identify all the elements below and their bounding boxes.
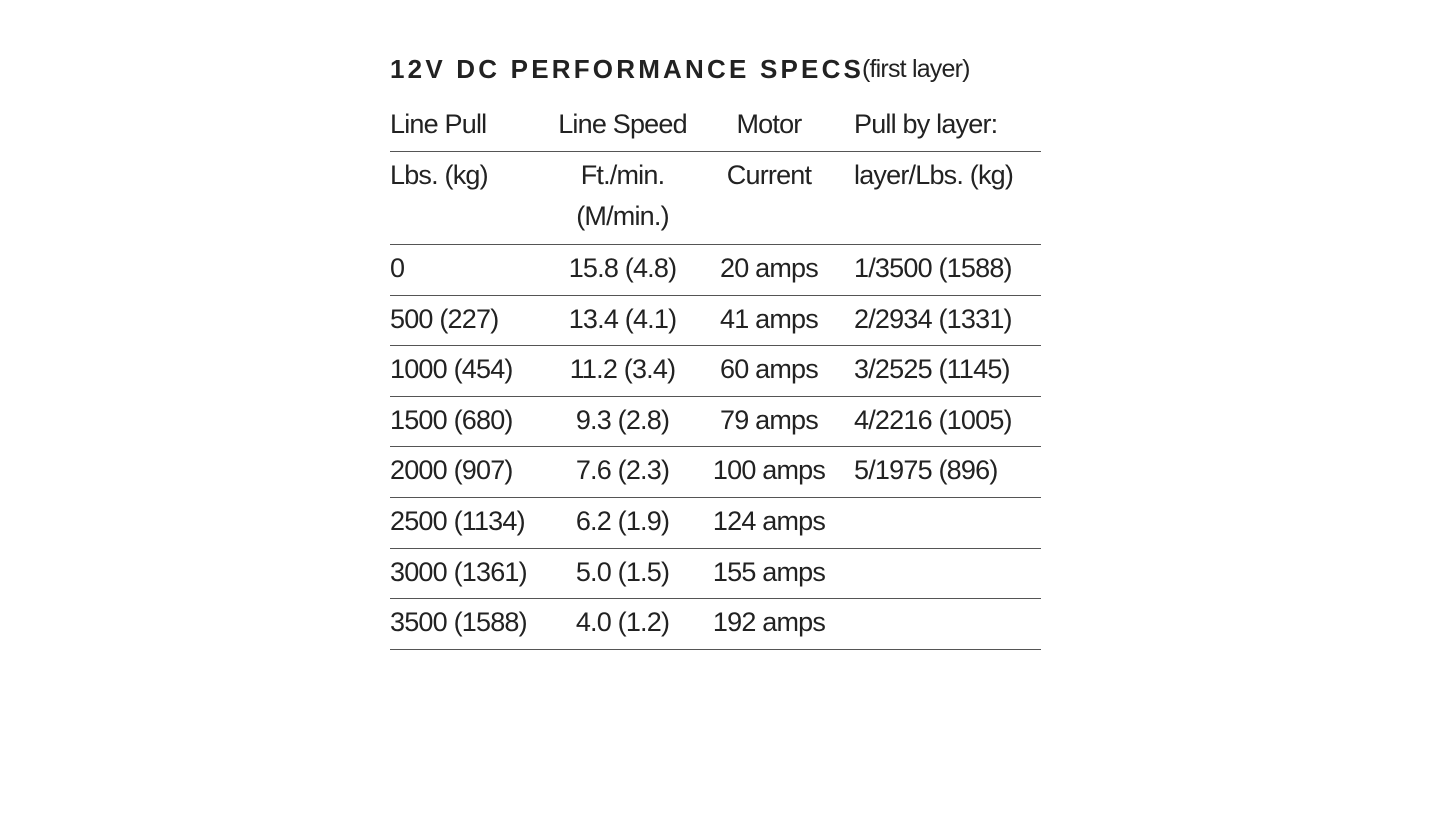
table-cell: 2000 (907) <box>390 455 513 486</box>
table-cell: 3000 (1361) <box>390 556 528 587</box>
header-row: Lbs. (kg) Ft./min. (M/min.) Current layer/L… <box>390 152 1041 245</box>
table-cell: 3500 (1588) <box>390 607 528 638</box>
table-cell: 5/1975 (896) <box>854 455 998 486</box>
table-cell: 1500 (680) <box>390 404 513 435</box>
table-cell: 155 amps <box>712 556 826 587</box>
table-cell: 1/3500 (1588) <box>854 253 1013 283</box>
table-cell: 4/2216 (1005) <box>854 404 1013 435</box>
table-cell: 5.0 (1.5) <box>575 556 670 587</box>
table-title: 12V DC PERFORMANCE SPECS <box>390 54 865 84</box>
table-cell: 2/2934 (1331) <box>854 303 1013 334</box>
table-cell: 4.0 (1.2) <box>575 607 670 638</box>
data-row: 500 (227) 13.4 (4.1) 41 amps 2/2934 (1331) <box>390 296 1041 347</box>
table-cell: 13.4 (4.1) <box>568 303 677 334</box>
table-cell: 1000 (454) <box>390 354 513 385</box>
table-cell: Motor <box>736 109 802 139</box>
table-cell: Pull by layer: <box>854 109 998 139</box>
table-cell: 79 amps <box>720 404 819 435</box>
table-cell: 192 amps <box>712 607 826 638</box>
table-cell: 15.8 (4.8) <box>568 253 677 283</box>
table-cell: 9.3 (2.8) <box>575 404 670 435</box>
table-cell: 7.6 (2.3) <box>575 455 670 486</box>
table-cell: 100 amps <box>712 455 826 486</box>
table-cell: Ft./min. (M/min.) <box>576 160 669 231</box>
table-cell: 11.2 (3.4) <box>569 354 676 385</box>
data-row: 3000 (1361) 5.0 (1.5) 155 amps <box>390 549 1041 600</box>
table-cell: 60 amps <box>720 354 819 385</box>
data-row: 1500 (680) 9.3 (2.8) 79 amps 4/2216 (1005) <box>390 397 1041 448</box>
data-row: 2000 (907) 7.6 (2.3) 100 amps 5/1975 (896) <box>390 447 1041 498</box>
header-row: Line Pull Line Speed Motor Pull by layer: <box>390 100 1041 152</box>
table-subtitle: (first layer) <box>862 55 970 83</box>
table-cell: Line Pull <box>390 109 487 139</box>
data-row: 3500 (1588) 4.0 (1.2) 192 amps <box>390 599 1041 650</box>
data-row: 2500 (1134) 6.2 (1.9) 124 amps <box>390 498 1041 549</box>
table-cell: 2500 (1134) <box>390 506 526 536</box>
table-cell: layer/Lbs. (kg) <box>854 160 1014 190</box>
table-cell: Lbs. (kg) <box>390 160 489 190</box>
table-cell: 500 (227) <box>390 303 499 334</box>
data-row: 0 15.8 (4.8) 20 amps 1/3500 (1588) <box>390 245 1041 296</box>
table-cell: 124 amps <box>712 506 826 536</box>
table-cell: 6.2 (1.9) <box>575 506 670 536</box>
table-cell: 0 <box>390 253 405 283</box>
table-cell: Line Speed <box>558 109 687 139</box>
table-cell: 3/2525 (1145) <box>854 354 1011 385</box>
table-cell: 20 amps <box>720 253 819 283</box>
table-cell: Current <box>726 160 812 190</box>
table-cell: 41 amps <box>720 303 819 334</box>
data-row: 1000 (454) 11.2 (3.4) 60 amps 3/2525 (1145) <box>390 346 1041 397</box>
